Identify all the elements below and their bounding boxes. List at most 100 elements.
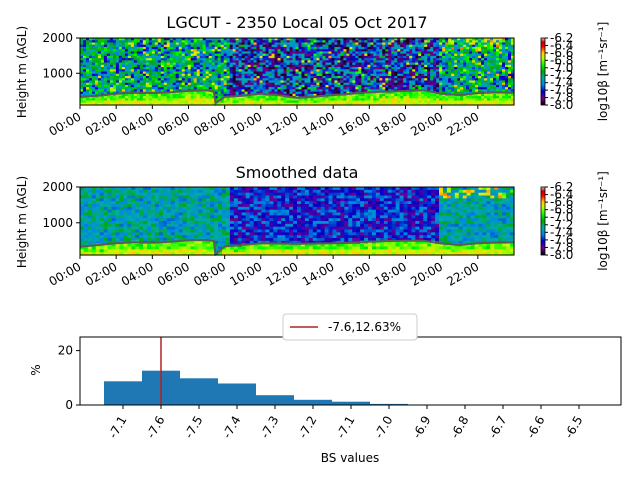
heatmap-cell	[127, 98, 132, 102]
heatmap-cell	[232, 96, 237, 99]
heatmap-cell	[163, 58, 168, 61]
heatmap-cell	[193, 91, 198, 95]
heatmap-cell	[295, 91, 300, 95]
heatmap-cell	[268, 100, 273, 104]
heatmap-cell	[119, 206, 124, 211]
heatmap-cell	[142, 62, 147, 66]
heatmap-cell	[91, 232, 97, 236]
heatmap-cell	[244, 98, 249, 102]
heatmap-cell	[214, 58, 219, 61]
heatmap-cell	[160, 46, 165, 50]
heatmap-cell	[445, 62, 449, 66]
heatmap-cell	[472, 46, 476, 50]
heatmap-cell	[124, 51, 129, 55]
heatmap-cell	[115, 80, 120, 84]
heatmap-cell	[460, 44, 464, 48]
heatmap-cell	[352, 64, 356, 68]
heatmap-cell	[466, 44, 470, 48]
heatmap-cell	[388, 58, 392, 61]
heatmap-cell	[91, 195, 97, 199]
heatmap-cell	[241, 38, 246, 41]
heatmap-cell	[379, 91, 383, 95]
heatmap-cell	[361, 75, 365, 79]
heatmap-cell	[508, 96, 512, 99]
heatmap-cell	[111, 187, 117, 191]
heatmap-cell	[451, 42, 455, 46]
heatmap-cell	[505, 98, 509, 102]
heatmap-cell	[160, 71, 165, 75]
heatmap-cell	[460, 91, 464, 95]
heatmap-cell	[217, 82, 222, 86]
heatmap-cell	[85, 93, 90, 97]
heatmap-cell	[487, 67, 491, 70]
heatmap-cell	[163, 100, 168, 104]
heatmap-cell	[508, 38, 512, 41]
heatmap-cell	[334, 89, 338, 93]
heatmap-cell	[412, 91, 416, 95]
heatmap-cell	[310, 82, 315, 86]
heatmap-cell	[289, 62, 294, 66]
heatmap-cell	[463, 71, 467, 75]
heatmap-cell	[256, 71, 261, 75]
heatmap-cell	[184, 91, 189, 95]
heatmap-cell	[118, 75, 123, 79]
heatmap-cell	[271, 82, 276, 86]
heatmap-cell	[388, 46, 392, 50]
heatmap-cell	[427, 84, 431, 88]
heatmap-cell	[100, 98, 105, 102]
heatmap-cell	[136, 64, 141, 68]
heatmap-cell	[163, 51, 168, 55]
heatmap-cell	[214, 55, 219, 59]
heatmap-cell	[319, 44, 324, 48]
heatmap-cell	[184, 98, 189, 102]
heatmap-cell	[349, 100, 353, 104]
heatmap-cell	[157, 69, 162, 73]
heatmap-cell	[508, 82, 512, 86]
heatmap-cell	[85, 46, 90, 50]
heatmap-cell	[158, 206, 164, 211]
heatmap-cell	[135, 204, 140, 208]
heatmap-cell	[505, 82, 509, 86]
heatmap-cell	[143, 195, 148, 199]
heatmap-cell	[466, 78, 470, 82]
heatmap-cell	[193, 44, 198, 48]
heatmap-cell	[157, 49, 162, 52]
heatmap-cell	[127, 249, 132, 253]
heatmap-cell	[118, 46, 123, 50]
heatmap-cell	[196, 51, 201, 55]
heatmap-cell	[433, 78, 437, 82]
heatmap-cell	[502, 53, 506, 57]
heatmap-cell	[205, 40, 210, 44]
heatmap-cell	[136, 40, 141, 44]
heatmap-cell	[403, 53, 407, 57]
heatmap-cell	[199, 80, 204, 84]
heatmap-cell	[124, 46, 129, 50]
heatmap-cell	[87, 246, 93, 250]
heatmap-cell	[466, 58, 470, 61]
heatmap-cell	[355, 96, 359, 99]
heatmap-cell	[151, 93, 156, 97]
heatmap-cell	[151, 87, 156, 90]
heatmap-cell	[442, 93, 446, 97]
heatmap-cell	[130, 60, 135, 64]
heatmap-cell	[409, 40, 413, 44]
heatmap-cell	[457, 67, 461, 70]
heatmap-cell	[265, 64, 270, 68]
heatmap-cell	[166, 78, 171, 82]
heatmap-cell	[106, 102, 111, 106]
heatmap-cell	[238, 67, 243, 70]
heatmap-cell	[190, 49, 195, 52]
heatmap-cell	[83, 201, 89, 205]
heatmap-cell	[196, 55, 201, 59]
heatmap-cell	[406, 51, 410, 55]
heatmap-cell	[316, 51, 321, 55]
heatmap-cell	[217, 102, 222, 106]
heatmap-cell	[247, 102, 252, 106]
heatmap-cell	[277, 71, 282, 75]
heatmap-cell	[388, 73, 392, 77]
heatmap-cell	[163, 38, 168, 41]
heatmap-cell	[178, 75, 183, 79]
heatmap-cell	[187, 102, 192, 106]
heatmap-cell	[262, 58, 267, 61]
heatmap-cell	[247, 51, 252, 55]
